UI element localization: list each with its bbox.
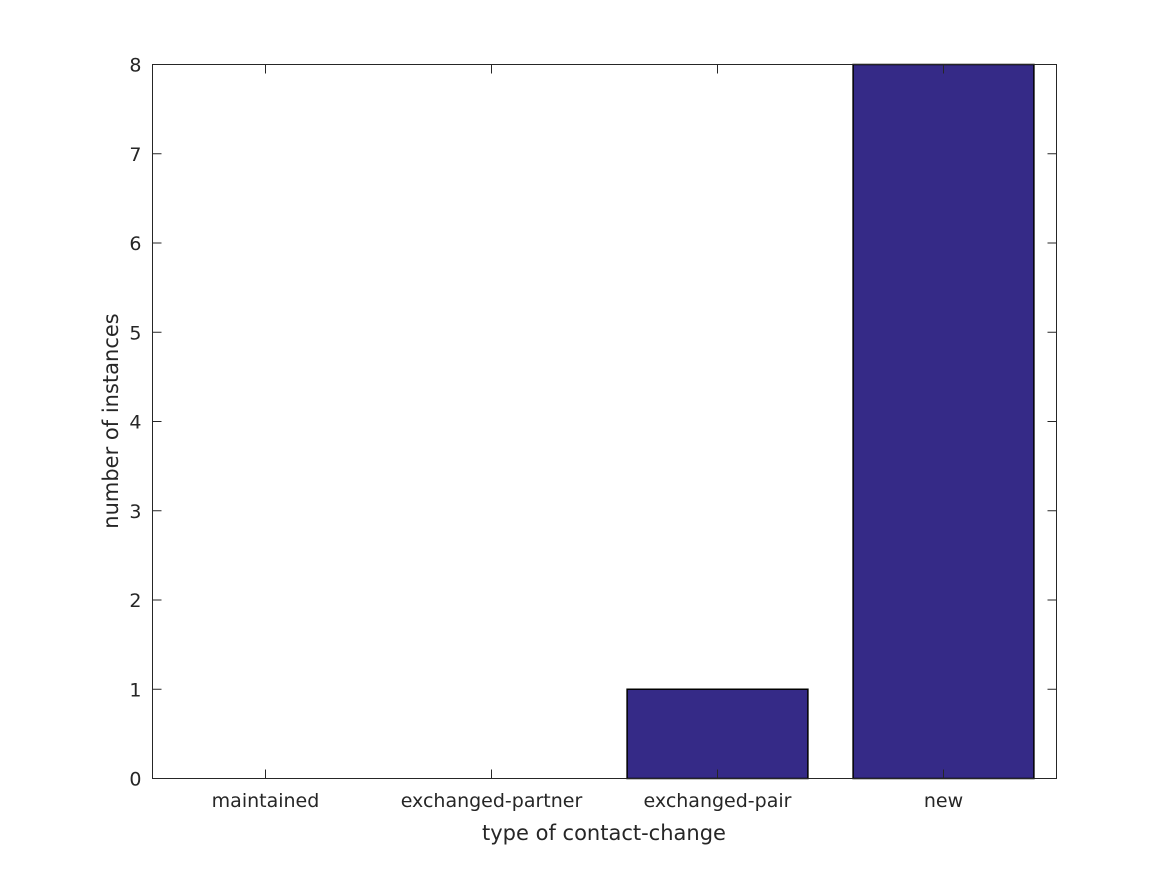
- x-tick-label: new: [924, 790, 963, 812]
- bar-exchanged-pair: [626, 688, 809, 780]
- y-tick-label: 5: [129, 322, 141, 344]
- y-tick-label: 0: [129, 769, 141, 791]
- y-tick-label: 6: [129, 233, 141, 255]
- y-tick-label: 8: [129, 55, 141, 77]
- x-tick-label: exchanged-partner: [401, 790, 583, 812]
- x-tick-label: exchanged-pair: [644, 790, 792, 812]
- y-tick-label: 7: [129, 144, 141, 166]
- bar-new: [852, 63, 1035, 780]
- x-tick-label: maintained: [212, 790, 320, 812]
- y-tick-label: 2: [129, 590, 141, 612]
- y-tick-label: 3: [129, 501, 141, 523]
- x-axis-label: type of contact-change: [482, 821, 726, 845]
- axes-box: [152, 64, 1057, 779]
- y-tick-label: 1: [129, 679, 141, 701]
- ticks: maintained exchanged-partner exchanged-pai…: [129, 55, 1057, 812]
- y-axis-label: number of instances: [99, 313, 123, 528]
- y-tick-label: 4: [129, 412, 141, 434]
